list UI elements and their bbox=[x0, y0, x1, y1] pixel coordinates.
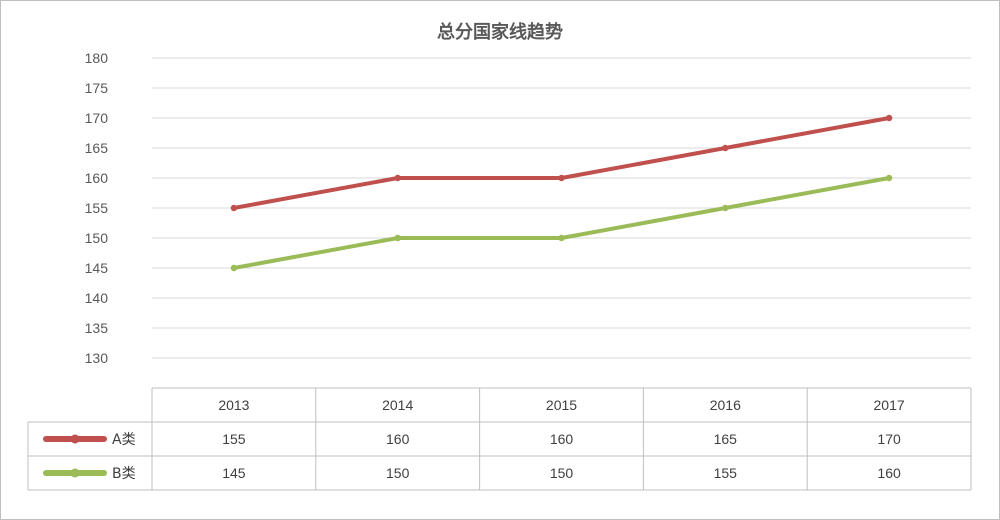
y-tick-label: 150 bbox=[85, 230, 109, 246]
legend-label: A类 bbox=[112, 432, 136, 448]
series-lines bbox=[230, 114, 893, 272]
y-tick-label: 165 bbox=[85, 140, 109, 156]
legend-label: B类 bbox=[112, 466, 136, 482]
table-cell-value: 165 bbox=[714, 431, 738, 447]
table-cell-value: 160 bbox=[550, 431, 574, 447]
data-point bbox=[722, 204, 729, 212]
table-cell-value: 160 bbox=[877, 465, 901, 481]
y-tick-label: 160 bbox=[85, 170, 109, 186]
data-point bbox=[558, 174, 565, 182]
y-tick-label: 130 bbox=[85, 350, 109, 366]
y-axis-ticks: 180 175 170 165 160 155 150 145 140 135 130 bbox=[85, 50, 109, 366]
table-cell-value: 170 bbox=[877, 431, 901, 447]
y-tick-label: 135 bbox=[85, 320, 109, 336]
table-cell-value: 145 bbox=[222, 465, 246, 481]
data-point bbox=[558, 234, 565, 242]
data-point bbox=[394, 174, 401, 182]
table-cell-value: 155 bbox=[714, 465, 738, 481]
table-cell-value: 155 bbox=[222, 431, 246, 447]
data-point bbox=[885, 114, 893, 122]
data-point bbox=[230, 264, 238, 272]
x-category-label: 2017 bbox=[874, 397, 905, 413]
y-tick-label: 175 bbox=[85, 80, 109, 96]
legend-swatch-marker bbox=[70, 468, 80, 478]
x-category-label: 2013 bbox=[218, 397, 249, 413]
table-cell-value: 150 bbox=[550, 465, 574, 481]
table-cell-value: 160 bbox=[386, 431, 410, 447]
x-category-label: 2016 bbox=[710, 397, 741, 413]
data-point bbox=[394, 234, 401, 242]
legend-swatch-marker bbox=[70, 434, 80, 444]
data-point bbox=[230, 204, 238, 212]
data-table: 2013 2014 2015 2016 2017 A类 155 160 160 165 170 B类 1… bbox=[27, 387, 972, 491]
data-point bbox=[722, 144, 729, 152]
y-tick-label: 155 bbox=[85, 200, 109, 216]
x-category-label: 2015 bbox=[546, 397, 577, 413]
table-cell-value: 150 bbox=[386, 465, 410, 481]
y-tick-label: 140 bbox=[85, 290, 109, 306]
y-tick-label: 170 bbox=[85, 110, 109, 126]
chart-title: 总分国家线趋势 bbox=[437, 22, 563, 43]
y-tick-label: 145 bbox=[85, 260, 109, 276]
y-tick-label: 180 bbox=[85, 50, 109, 66]
x-category-label: 2014 bbox=[382, 397, 413, 413]
gridlines bbox=[152, 57, 971, 359]
data-point bbox=[885, 174, 893, 182]
